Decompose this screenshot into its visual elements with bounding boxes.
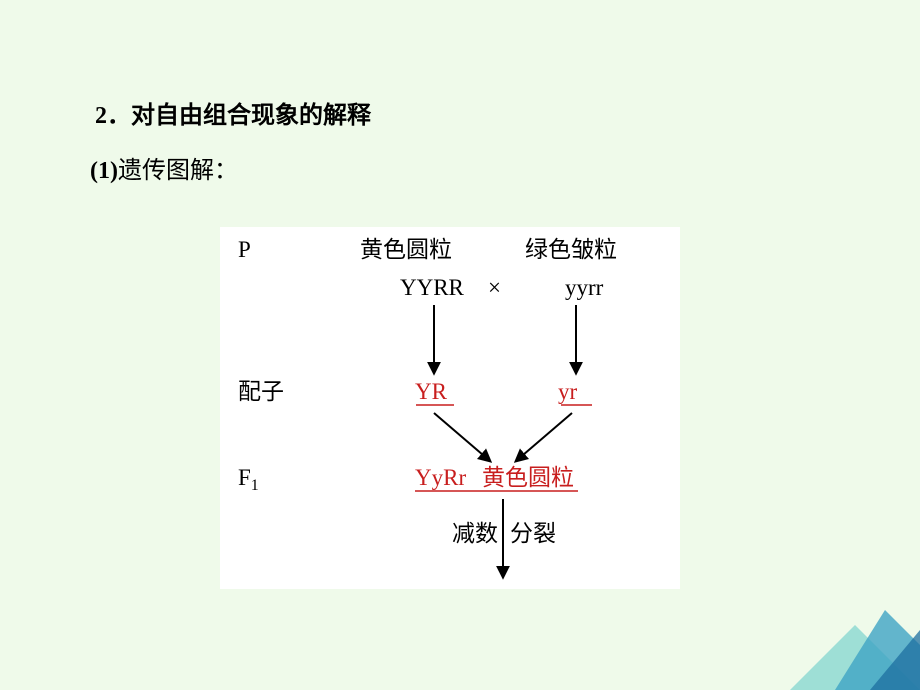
meiosis-right-label: 分裂 — [510, 521, 556, 546]
heading-subsection-index: (1) — [90, 158, 118, 184]
corner-decoration — [740, 570, 920, 690]
heading-subsection-1: (1)遗传图解： — [90, 150, 238, 185]
gamete-left: YR — [415, 379, 448, 404]
label-P: P — [238, 237, 251, 262]
f1-phenotype: 黄色圆粒 — [482, 465, 574, 490]
diagram-svg: P 配子 F1 黄色圆粒 绿色皱粒 YYRR × yyrr YR yr YyRr… — [220, 227, 680, 589]
label-F1: F1 — [238, 465, 259, 494]
f1-genotype: YyRr — [415, 465, 466, 490]
p-left-genotype: YYRR — [400, 275, 465, 300]
label-gamete: 配子 — [238, 379, 284, 404]
arrow-gamete-right-to-f1 — [516, 413, 572, 461]
p-left-phenotype: 黄色圆粒 — [360, 237, 452, 262]
gamete-right: yr — [558, 379, 578, 404]
heading-subsection-text: 遗传图解： — [118, 158, 238, 184]
cross-symbol: × — [488, 275, 501, 300]
arrow-gamete-left-to-f1 — [434, 413, 490, 461]
p-right-genotype: yyrr — [565, 275, 604, 300]
heading-section-2: 2．对自由组合现象的解释 — [95, 95, 371, 130]
p-right-phenotype: 绿色皱粒 — [525, 237, 617, 262]
meiosis-left-label: 减数 — [452, 521, 498, 546]
inheritance-diagram: P 配子 F1 黄色圆粒 绿色皱粒 YYRR × yyrr YR yr YyRr… — [220, 227, 680, 589]
